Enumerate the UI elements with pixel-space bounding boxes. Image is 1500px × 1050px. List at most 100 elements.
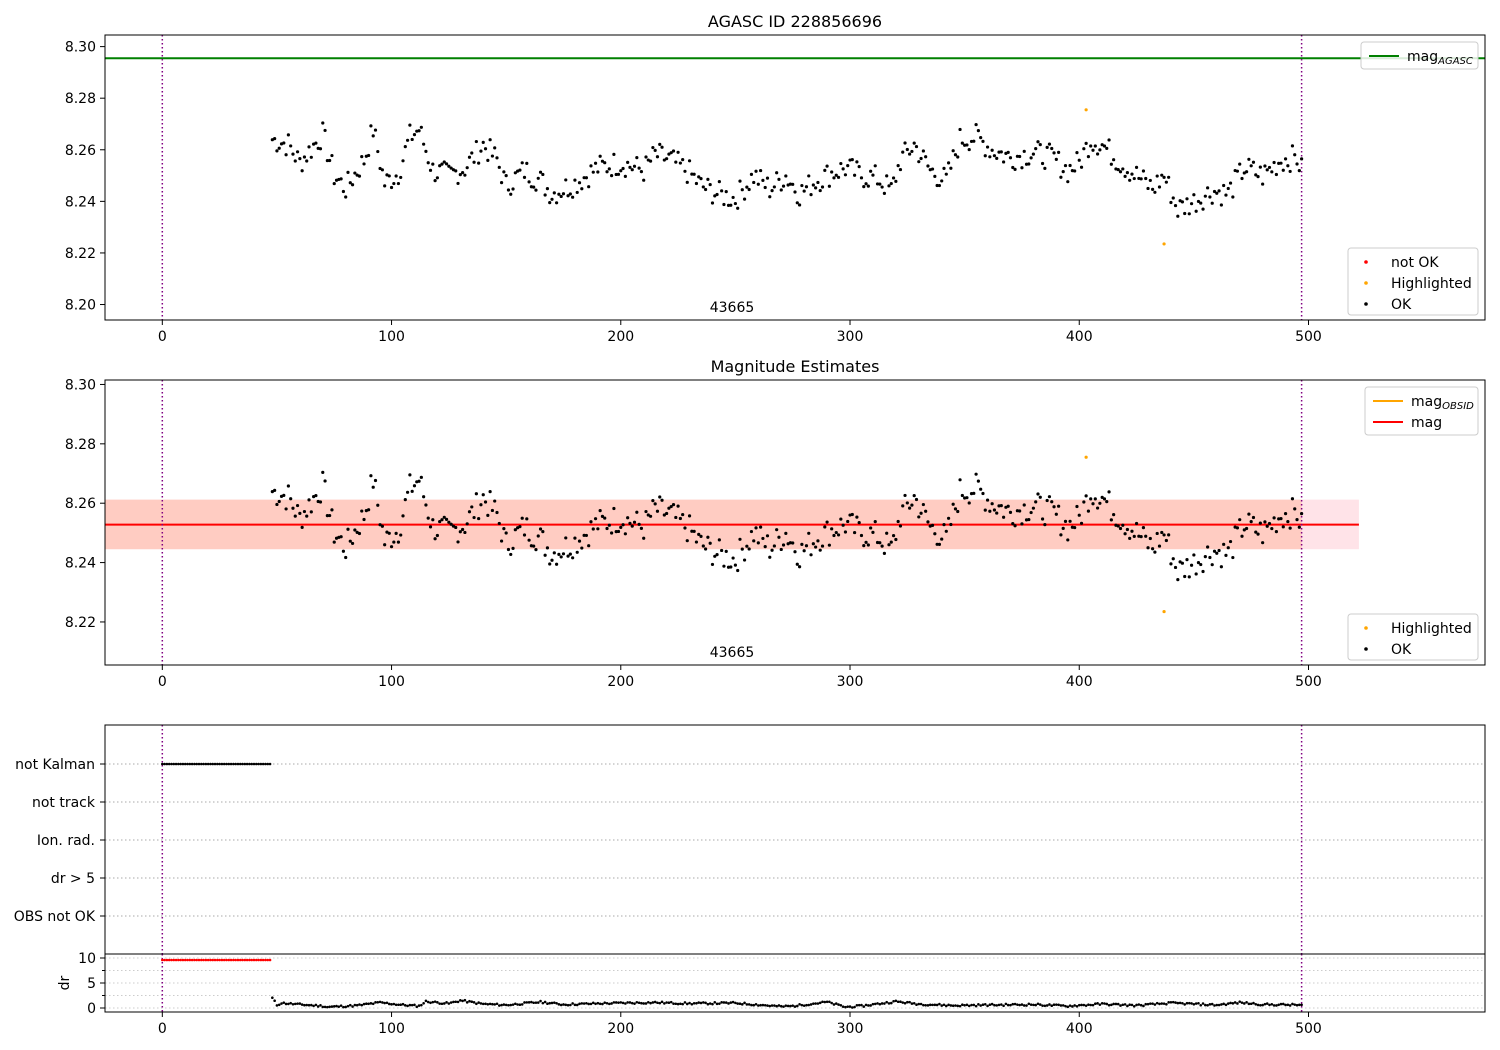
ok-point <box>596 170 600 174</box>
ok-point <box>653 502 657 506</box>
dr-point <box>653 1000 657 1004</box>
dr-point <box>509 1003 513 1007</box>
ok-point <box>1244 526 1249 531</box>
ok-point <box>605 526 609 531</box>
ok-point <box>742 197 747 201</box>
ok-point <box>1075 504 1079 509</box>
ok-point <box>1251 160 1256 164</box>
dr-point <box>472 1001 476 1004</box>
dr-high-point <box>193 958 196 962</box>
ok-point <box>644 509 648 514</box>
ok-point <box>846 519 850 524</box>
dr-point <box>293 1002 297 1006</box>
ok-point <box>708 541 712 545</box>
legend-box <box>1347 247 1479 316</box>
dr-high-point <box>183 958 187 962</box>
ok-point <box>433 179 437 183</box>
ok-point <box>953 507 958 511</box>
dr-point <box>1018 1003 1021 1007</box>
dr-point <box>326 1005 329 1009</box>
ok-point <box>449 522 453 526</box>
dr-point <box>1112 1002 1115 1006</box>
ok-point <box>933 174 937 178</box>
ok-point <box>341 549 346 553</box>
panel-title-agasc: AGASC ID 228856696 <box>708 12 882 31</box>
ok-point <box>658 495 662 499</box>
ok-point <box>894 537 898 542</box>
dr-point <box>456 1000 460 1004</box>
ok-point <box>701 544 705 548</box>
ok-point <box>864 182 868 186</box>
ok-point <box>1068 163 1072 168</box>
dr-point <box>1087 1003 1090 1006</box>
ok-point <box>1047 142 1052 146</box>
dr-point <box>346 1004 350 1008</box>
not-kalman-point <box>197 762 201 766</box>
ok-point <box>616 529 621 534</box>
ok-point <box>974 122 978 127</box>
dr-point <box>983 1002 987 1006</box>
ok-point <box>273 488 277 492</box>
not-kalman-point <box>243 762 247 766</box>
dr-point <box>779 1004 783 1008</box>
ok-point <box>756 182 760 186</box>
ok-point <box>1290 144 1295 148</box>
ok-point <box>1244 170 1249 174</box>
dr-point <box>949 1004 953 1007</box>
ok-point <box>1073 169 1077 173</box>
dr-point <box>704 1001 707 1005</box>
ok-point <box>1272 160 1276 165</box>
ok-point <box>522 533 527 537</box>
ok-point <box>1201 207 1205 211</box>
ok-point <box>866 543 870 547</box>
dr-point <box>575 1003 579 1007</box>
ok-point <box>525 161 529 165</box>
ok-point <box>614 530 618 534</box>
dr-point <box>621 1001 625 1005</box>
ok-point <box>1146 546 1150 550</box>
ok-point <box>522 175 527 179</box>
ok-point <box>1261 182 1265 186</box>
dr-point <box>337 1005 341 1008</box>
ok-point <box>577 181 582 185</box>
dr-point <box>1204 1003 1207 1007</box>
dr-point <box>1022 1004 1026 1007</box>
ok-point <box>701 185 705 189</box>
ok-point <box>1063 519 1068 524</box>
dr-point <box>928 1003 932 1007</box>
ok-point <box>598 154 602 158</box>
ok-point <box>1084 494 1088 498</box>
dr-point <box>1139 1003 1143 1007</box>
dr-point <box>328 1005 331 1009</box>
ok-point <box>571 195 575 199</box>
dr-high-point <box>170 958 173 962</box>
ok-point <box>371 134 375 138</box>
ok-point <box>930 523 935 527</box>
ok-point <box>1240 176 1244 181</box>
ok-point <box>777 177 781 181</box>
dr-point <box>539 999 542 1003</box>
ok-point <box>532 185 536 189</box>
dr-point <box>1027 1002 1031 1006</box>
dr-point <box>864 1003 868 1007</box>
ok-point <box>1018 154 1022 159</box>
dr-point <box>463 998 467 1002</box>
ok-point <box>1187 575 1191 579</box>
ok-point <box>431 518 435 522</box>
ok-point <box>985 145 990 149</box>
ok-point <box>470 151 474 155</box>
dr-point <box>1238 1000 1242 1003</box>
ok-point <box>289 144 293 148</box>
ok-point <box>802 549 806 553</box>
dr-point <box>752 1003 756 1007</box>
highlighted-point <box>1162 609 1166 614</box>
x-tick-label: 300 <box>837 674 864 690</box>
dr-high-point <box>250 958 254 962</box>
dr-point <box>997 1003 1001 1007</box>
dr-point <box>1288 1004 1292 1007</box>
ok-point <box>1011 521 1015 526</box>
not-kalman-point <box>174 762 178 766</box>
ok-point <box>875 540 880 545</box>
ok-point <box>1212 189 1217 194</box>
ok-point <box>357 531 362 536</box>
